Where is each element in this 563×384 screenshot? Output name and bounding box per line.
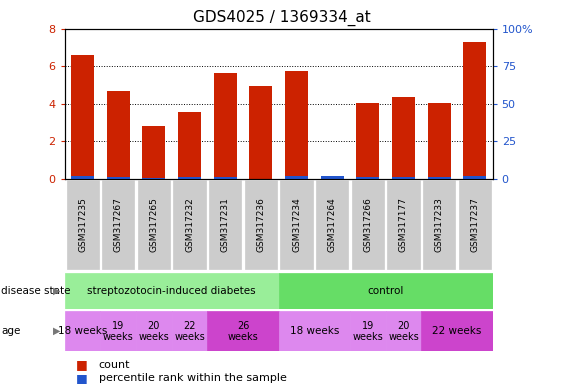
- Bar: [71, 176, 94, 179]
- Text: 22 weeks: 22 weeks: [432, 326, 482, 336]
- Text: ■: ■: [76, 372, 88, 384]
- Bar: [427, 103, 451, 179]
- Text: 19
weeks: 19 weeks: [352, 321, 383, 342]
- Bar: [427, 177, 451, 179]
- Bar: [386, 311, 421, 351]
- Bar: [138, 180, 170, 269]
- Bar: [392, 177, 415, 179]
- Bar: [65, 273, 279, 309]
- Text: ▶: ▶: [53, 326, 61, 336]
- Bar: [173, 180, 205, 269]
- Text: 26
weeks: 26 weeks: [227, 321, 258, 342]
- Bar: [423, 180, 455, 269]
- Bar: [463, 176, 486, 179]
- Bar: [316, 180, 348, 269]
- Bar: [356, 103, 379, 179]
- Bar: [100, 311, 136, 351]
- Text: GSM317264: GSM317264: [328, 197, 337, 252]
- Bar: [459, 180, 491, 269]
- Text: GSM317236: GSM317236: [256, 197, 265, 252]
- Text: GSM317237: GSM317237: [470, 197, 479, 252]
- Text: 18 weeks: 18 weeks: [289, 326, 339, 336]
- Bar: [209, 180, 241, 269]
- Text: ■: ■: [76, 358, 88, 371]
- Bar: [172, 311, 207, 351]
- Text: GSM317232: GSM317232: [185, 197, 194, 252]
- Text: 18 weeks: 18 weeks: [58, 326, 108, 336]
- Bar: [387, 180, 419, 269]
- Text: GSM317231: GSM317231: [221, 197, 230, 252]
- Text: 20
weeks: 20 weeks: [138, 321, 169, 342]
- Text: GSM317235: GSM317235: [78, 197, 87, 252]
- Bar: [320, 177, 344, 179]
- Bar: [106, 91, 130, 179]
- Text: control: control: [368, 286, 404, 296]
- Text: streptozotocin-induced diabetes: streptozotocin-induced diabetes: [87, 286, 256, 296]
- Bar: [213, 73, 237, 179]
- Bar: [136, 311, 172, 351]
- Bar: [213, 177, 237, 179]
- Bar: [421, 311, 493, 351]
- Bar: [392, 97, 415, 179]
- Text: GDS4025 / 1369334_at: GDS4025 / 1369334_at: [193, 10, 370, 26]
- Bar: [463, 42, 486, 179]
- Text: age: age: [1, 326, 20, 336]
- Bar: [352, 180, 384, 269]
- Text: 22
weeks: 22 weeks: [174, 321, 205, 342]
- Bar: [245, 180, 277, 269]
- Bar: [285, 176, 308, 179]
- Bar: [249, 86, 272, 179]
- Text: GSM317234: GSM317234: [292, 197, 301, 252]
- Text: GSM317233: GSM317233: [435, 197, 444, 252]
- Bar: [106, 177, 130, 179]
- Bar: [178, 112, 201, 179]
- Text: GSM317267: GSM317267: [114, 197, 123, 252]
- Text: disease state: disease state: [1, 286, 70, 296]
- Text: ▶: ▶: [53, 286, 61, 296]
- Text: 19
weeks: 19 weeks: [103, 321, 133, 342]
- Bar: [71, 55, 94, 179]
- Bar: [279, 273, 493, 309]
- Bar: [66, 180, 99, 269]
- Text: GSM317266: GSM317266: [363, 197, 372, 252]
- Bar: [102, 180, 135, 269]
- Bar: [356, 177, 379, 179]
- Bar: [65, 311, 100, 351]
- Bar: [280, 180, 312, 269]
- Bar: [142, 178, 166, 179]
- Text: count: count: [99, 360, 130, 370]
- Bar: [207, 311, 279, 351]
- Text: GSM317265: GSM317265: [149, 197, 158, 252]
- Bar: [279, 311, 350, 351]
- Bar: [178, 177, 201, 179]
- Bar: [285, 71, 308, 179]
- Text: GSM317177: GSM317177: [399, 197, 408, 252]
- Bar: [320, 176, 344, 179]
- Text: 20
weeks: 20 weeks: [388, 321, 419, 342]
- Text: percentile rank within the sample: percentile rank within the sample: [99, 373, 287, 383]
- Bar: [142, 126, 166, 179]
- Bar: [350, 311, 386, 351]
